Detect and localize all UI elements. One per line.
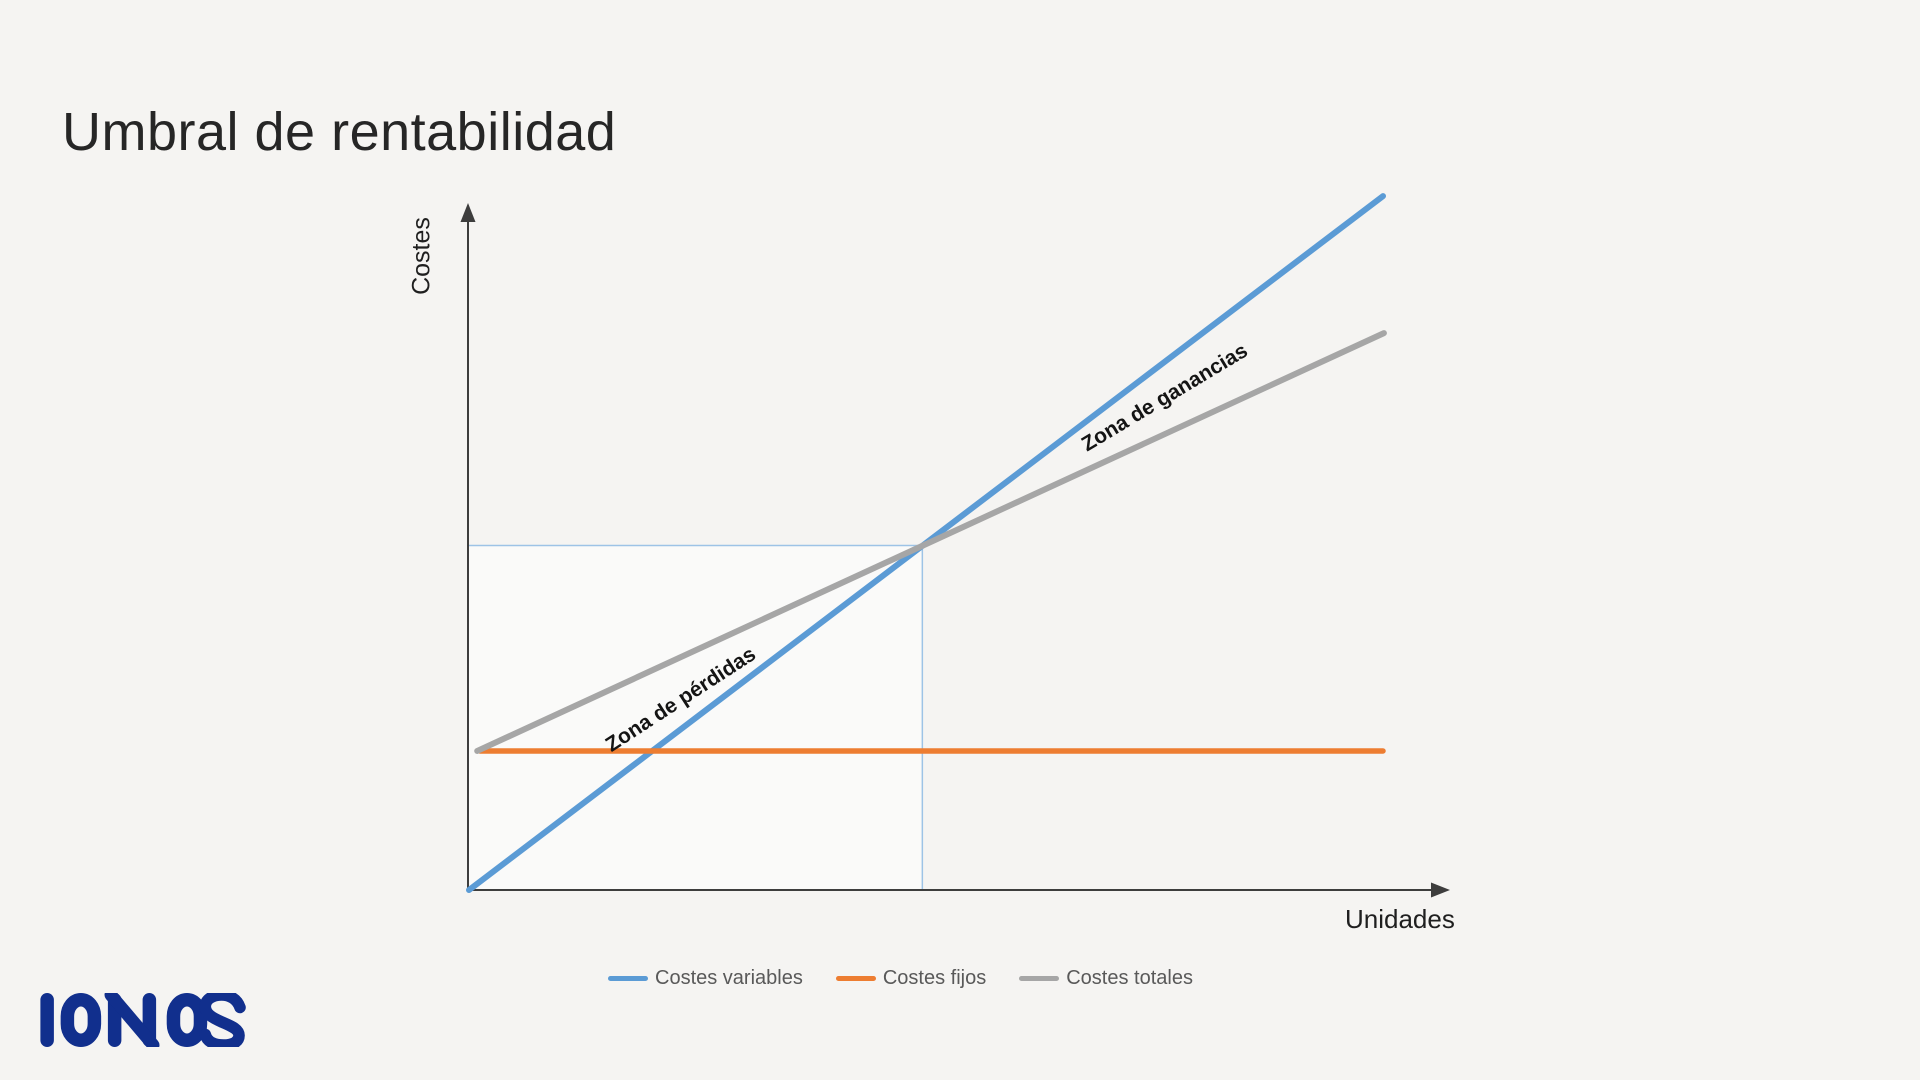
legend-label-total-costs: Costes totales	[1066, 967, 1193, 989]
legend-label-variable-costs: Costes variables	[655, 967, 803, 989]
total-costs-swatch-icon	[1019, 975, 1060, 981]
page-title: Umbral de rentabilidad	[62, 102, 617, 162]
y-axis-label: Costes	[407, 217, 436, 295]
legend-item-total-costs: Costes totales	[1019, 965, 1193, 991]
ionos-logo-icon	[40, 993, 246, 1047]
fixed-costs-swatch-icon	[835, 975, 876, 981]
legend-label-fixed-costs: Costes fijos	[882, 967, 987, 989]
legend-item-fixed-costs: Costes fijos	[835, 965, 987, 991]
chart-legend: Costes variables Costes fijos Costes tot…	[608, 963, 1193, 993]
legend-item-variable-costs: Costes variables	[608, 965, 803, 991]
x-axis-label: Unidades	[1345, 904, 1455, 934]
variable-costs-swatch-icon	[608, 975, 648, 981]
